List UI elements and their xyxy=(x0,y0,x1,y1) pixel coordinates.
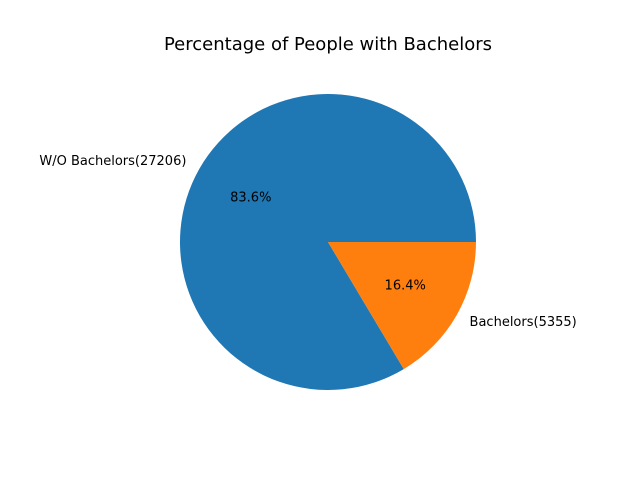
pie-slice-1 xyxy=(328,242,476,370)
pie-slices xyxy=(180,93,477,390)
slice-percent-1: 16.4% xyxy=(385,278,426,293)
slice-label-1: Bachelors(5355) xyxy=(470,315,577,330)
pie-slice-0 xyxy=(180,93,477,390)
slice-label-0: W/O Bachelors(27206) xyxy=(39,154,186,169)
chart-title: Percentage of People with Bachelors xyxy=(164,34,492,55)
pie-labels: W/O Bachelors(27206) 83.6% Bachelors(5355)… xyxy=(39,154,576,330)
slice-percent-0: 83.6% xyxy=(230,191,271,206)
